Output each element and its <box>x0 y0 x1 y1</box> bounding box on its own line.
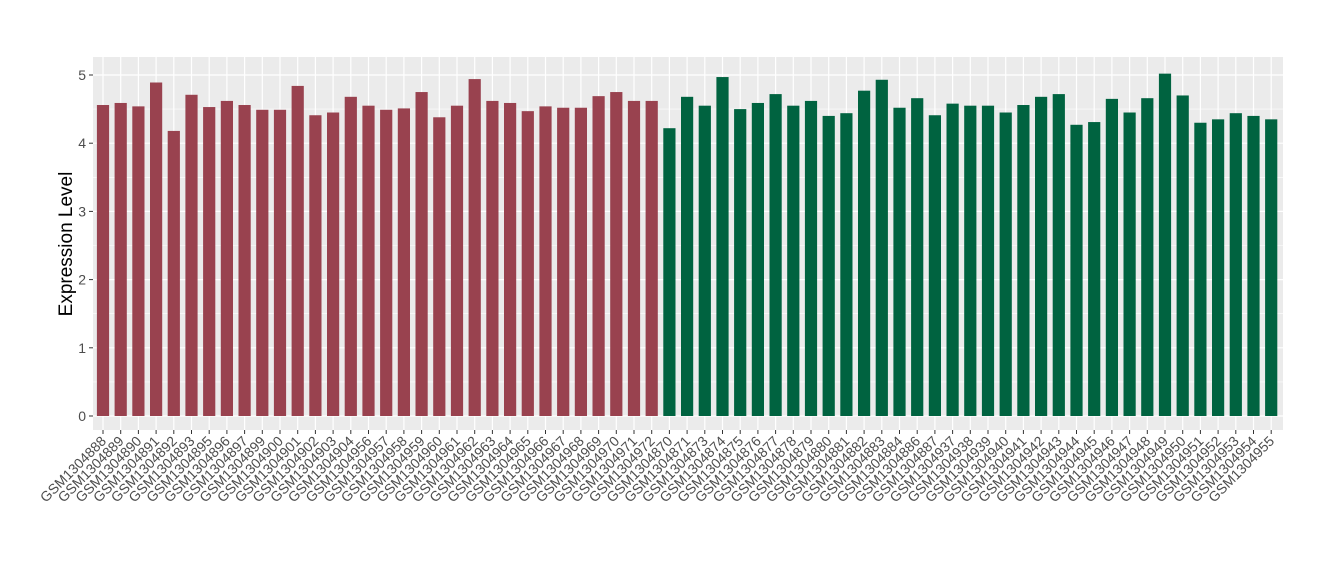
bar-GSM1304961 <box>450 105 464 416</box>
bar-GSM1304953 <box>1229 113 1242 416</box>
bar-GSM1304944 <box>1070 124 1083 416</box>
bar-GSM1304962 <box>468 79 481 416</box>
bar-GSM1304969 <box>592 96 605 416</box>
bar-GSM1304948 <box>1141 98 1154 416</box>
bar-GSM1304897 <box>238 105 251 416</box>
bar-GSM1304957 <box>380 109 393 416</box>
bar-GSM1304970 <box>610 92 623 417</box>
y-tick-label: 4 <box>78 135 86 151</box>
bar-GSM1304888 <box>96 105 110 416</box>
bars <box>96 73 1278 417</box>
bar-GSM1304902 <box>309 115 322 417</box>
bar-GSM1304939 <box>981 105 995 416</box>
bar-GSM1304893 <box>185 94 198 416</box>
bar-GSM1304963 <box>486 100 499 417</box>
bar-GSM1304877 <box>769 94 782 416</box>
bar-GSM1304870 <box>663 128 676 416</box>
bar-GSM1304896 <box>220 100 233 417</box>
bar-GSM1304937 <box>946 103 959 416</box>
bar-GSM1304949 <box>1158 73 1172 416</box>
bar-GSM1304874 <box>716 77 729 417</box>
bar-GSM1304938 <box>964 105 977 416</box>
y-tick-label: 0 <box>78 408 86 424</box>
bar-GSM1304883 <box>875 79 888 417</box>
bar-GSM1304891 <box>150 82 163 416</box>
bar-GSM1304887 <box>928 115 941 417</box>
x-axis: GSM1304888GSM1304889GSM1304890GSM1304891… <box>37 430 1277 505</box>
bar-GSM1304903 <box>327 112 340 416</box>
bar-GSM1304946 <box>1105 98 1118 417</box>
bar-GSM1304950 <box>1176 95 1189 417</box>
bar-GSM1304876 <box>751 102 764 417</box>
bar-GSM1304960 <box>433 117 446 416</box>
bar-GSM1304967 <box>557 107 570 417</box>
bar-GSM1304941 <box>1017 105 1030 416</box>
y-tick-label: 3 <box>78 203 86 219</box>
y-tick-label: 5 <box>78 67 86 83</box>
bar-GSM1304952 <box>1212 119 1225 416</box>
bar-GSM1304956 <box>362 105 375 416</box>
bar-GSM1304880 <box>822 115 835 417</box>
bar-GSM1304972 <box>645 100 658 417</box>
bar-GSM1304954 <box>1247 115 1260 417</box>
bar-GSM1304878 <box>787 105 800 416</box>
y-tick-label: 1 <box>78 340 86 356</box>
bar-GSM1304971 <box>627 100 641 417</box>
bar-GSM1304942 <box>1035 96 1048 416</box>
y-axis-label: Expression Level <box>56 172 77 317</box>
bar-GSM1304889 <box>114 102 127 417</box>
bar-GSM1304875 <box>734 109 747 416</box>
bar-GSM1304884 <box>893 107 906 417</box>
bar-GSM1304958 <box>397 108 410 417</box>
bar-GSM1304881 <box>840 113 853 416</box>
bar-GSM1304904 <box>344 96 357 416</box>
bar-GSM1304900 <box>273 109 287 416</box>
bar-GSM1304943 <box>1052 94 1065 416</box>
bar-GSM1304965 <box>521 111 534 417</box>
bar-GSM1304901 <box>291 85 304 416</box>
bar-GSM1304940 <box>999 112 1012 416</box>
bar-GSM1304882 <box>858 90 871 416</box>
bar-GSM1304879 <box>804 100 818 417</box>
bar-GSM1304873 <box>698 105 711 416</box>
bar-GSM1304895 <box>203 107 216 417</box>
bar-GSM1304955 <box>1265 119 1278 416</box>
bar-GSM1304964 <box>504 102 517 417</box>
bar-GSM1304871 <box>681 96 694 416</box>
y-axis: 0 1 2 3 4 5 <box>78 67 93 424</box>
y-tick-label: 2 <box>78 272 86 288</box>
bar-GSM1304886 <box>911 98 924 416</box>
bar-GSM1304899 <box>256 109 269 416</box>
bar-GSM1304890 <box>132 106 145 417</box>
bar-GSM1304947 <box>1123 112 1136 416</box>
bar-GSM1304966 <box>539 106 552 417</box>
bar-GSM1304959 <box>415 92 428 417</box>
bar-GSM1304945 <box>1088 122 1101 416</box>
bar-GSM1304951 <box>1194 122 1207 417</box>
bar-GSM1304968 <box>574 107 587 417</box>
bar-GSM1304892 <box>167 130 180 417</box>
